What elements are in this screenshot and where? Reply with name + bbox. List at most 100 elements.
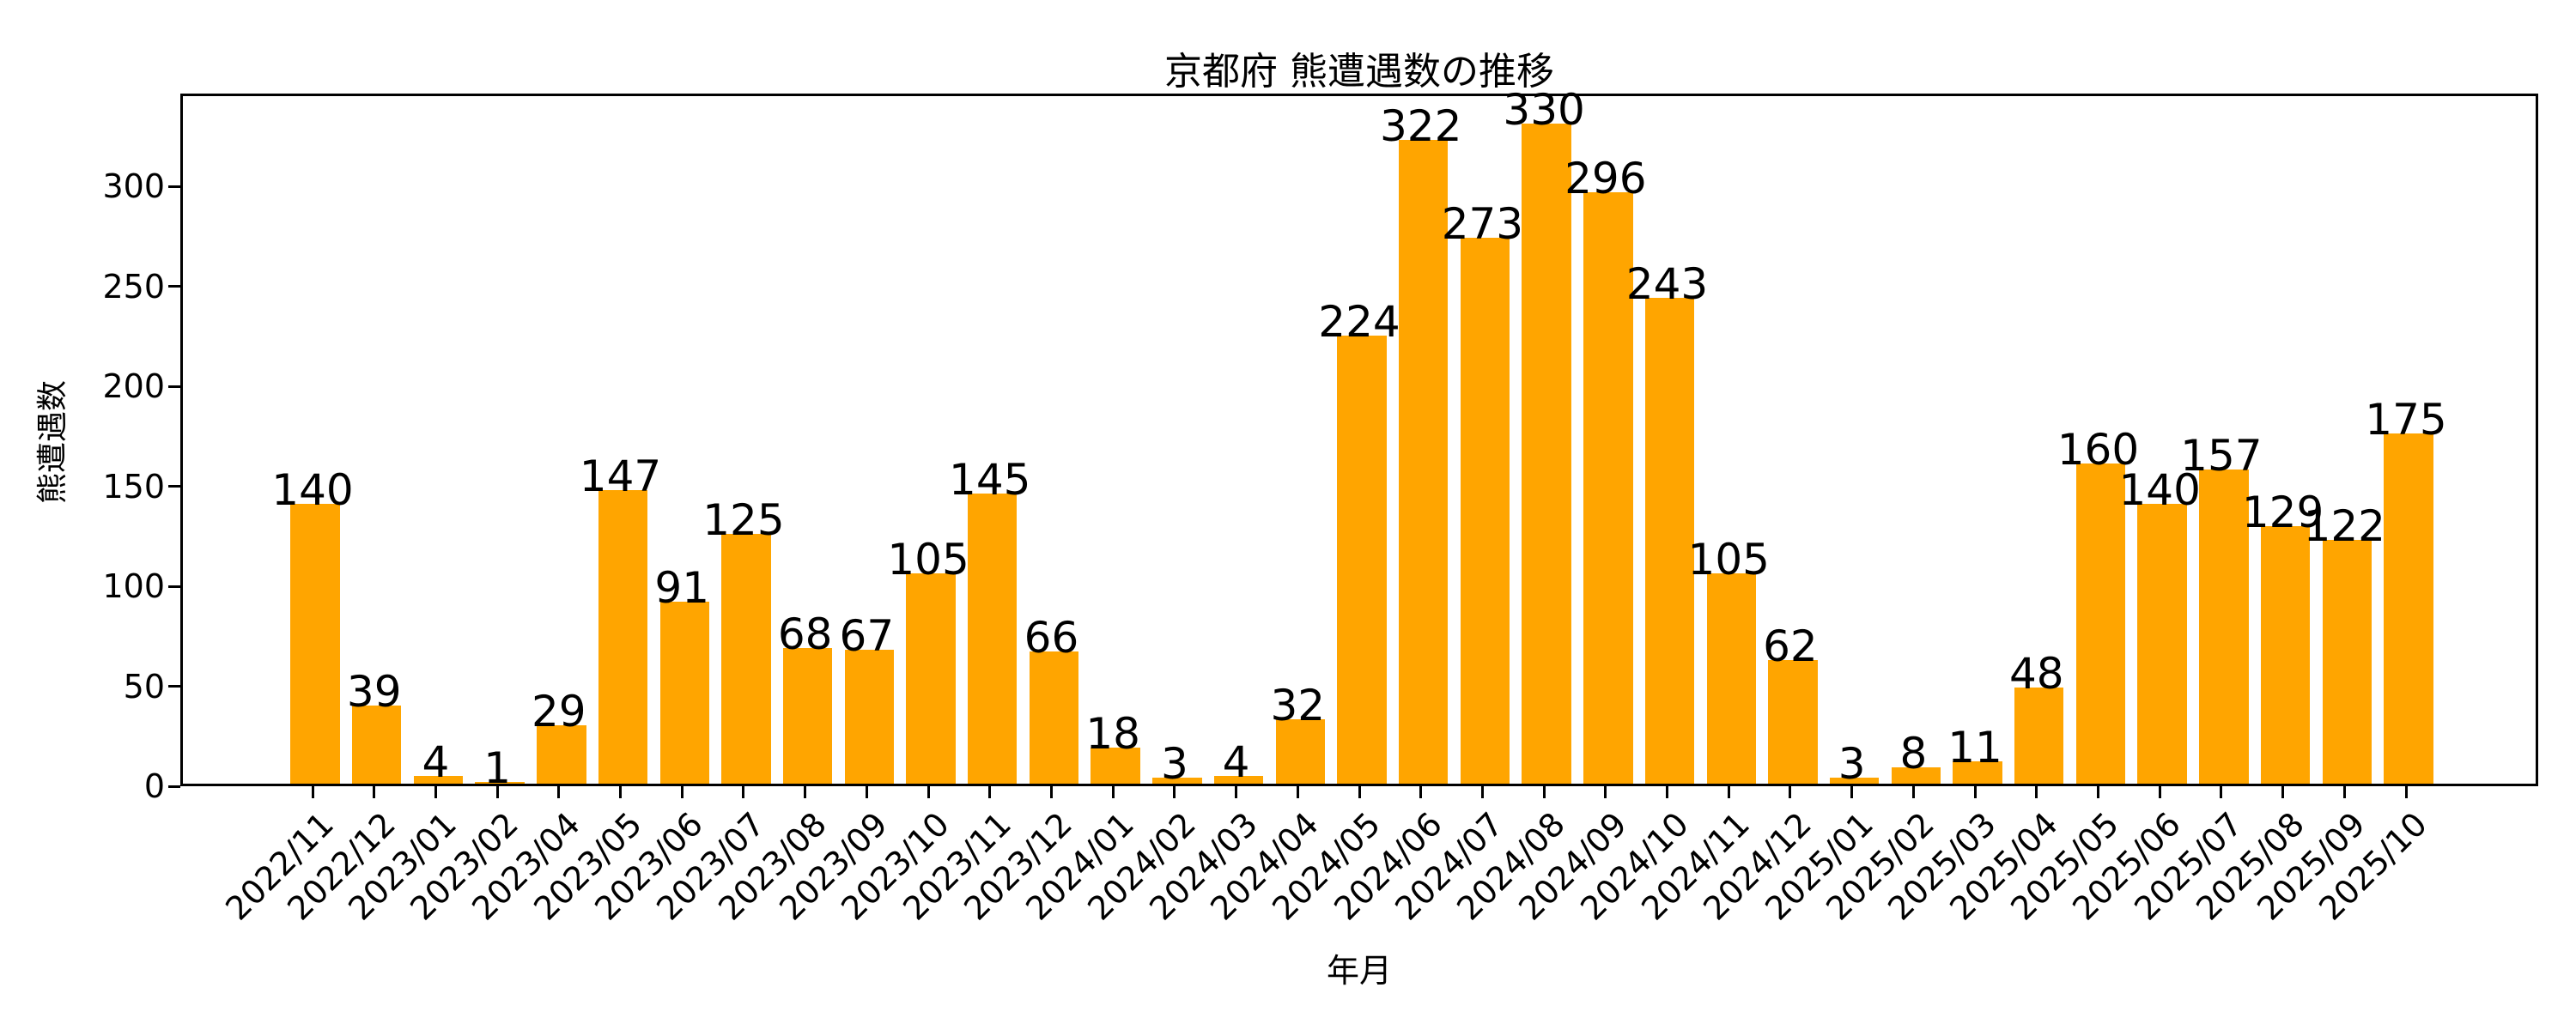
bar-value-label: 243 xyxy=(1625,259,1709,310)
bar xyxy=(352,706,402,784)
bar-value-label: 157 xyxy=(2180,431,2263,482)
bar xyxy=(1953,761,2002,784)
x-tick xyxy=(1973,786,1977,798)
x-tick xyxy=(1542,786,1546,798)
y-tick-label: 150 xyxy=(102,467,165,506)
bar xyxy=(1213,775,1264,784)
x-tick xyxy=(1911,786,1915,798)
y-tick xyxy=(168,585,180,588)
x-tick xyxy=(1604,786,1607,798)
bar xyxy=(1152,778,1202,784)
bar xyxy=(2199,470,2249,784)
y-axis-label: 熊遭遇数 xyxy=(35,379,70,505)
x-tick xyxy=(680,786,683,798)
bar xyxy=(1029,651,1079,784)
x-tick xyxy=(2035,786,2038,798)
bar xyxy=(659,602,709,784)
x-tick xyxy=(804,786,807,798)
bar-value-label: 296 xyxy=(1564,153,1647,203)
bar-value-label: 129 xyxy=(2241,487,2324,537)
bar-value-label: 8 xyxy=(1899,729,1928,779)
bar xyxy=(290,503,340,784)
bar-value-label: 68 xyxy=(777,609,833,659)
bar xyxy=(598,489,648,784)
x-axis-label: 年月 xyxy=(1326,952,1393,990)
x-tick xyxy=(2096,786,2099,798)
bar-value-label: 39 xyxy=(346,667,402,718)
x-tick xyxy=(1789,786,1792,798)
bar xyxy=(2137,503,2187,784)
x-tick xyxy=(2158,786,2161,798)
bar-value-label: 330 xyxy=(1503,85,1585,136)
bar xyxy=(2260,525,2311,784)
y-tick xyxy=(168,285,180,288)
bar xyxy=(2075,464,2126,784)
bar xyxy=(782,647,833,784)
bar-value-label: 145 xyxy=(949,455,1031,506)
bar xyxy=(1460,238,1510,784)
bar-value-label: 3 xyxy=(1160,739,1188,789)
bar xyxy=(413,775,464,784)
x-tick xyxy=(1049,786,1053,798)
x-tick xyxy=(1850,786,1854,798)
y-tick xyxy=(168,785,180,788)
bar xyxy=(721,533,771,784)
bar-value-label: 122 xyxy=(2303,500,2385,551)
bar-value-label: 18 xyxy=(1085,709,1140,760)
bar-value-label: 32 xyxy=(1270,681,1326,731)
bar-value-label: 105 xyxy=(887,535,969,585)
bar-value-label: 147 xyxy=(579,451,662,501)
x-tick xyxy=(742,786,745,798)
bar xyxy=(537,725,586,784)
bar-value-label: 125 xyxy=(702,494,785,545)
x-tick xyxy=(495,786,499,798)
bar xyxy=(1644,298,1695,784)
bar xyxy=(2014,688,2064,784)
bar xyxy=(2384,433,2433,784)
y-tick-label: 250 xyxy=(102,267,165,306)
bar-value-label: 66 xyxy=(1024,613,1079,663)
bar xyxy=(1891,767,1941,784)
bar-value-label: 48 xyxy=(2008,649,2064,700)
bar xyxy=(1399,140,1449,784)
x-tick xyxy=(373,786,376,798)
y-tick xyxy=(168,685,180,688)
x-tick xyxy=(1111,786,1115,798)
x-tick xyxy=(1235,786,1238,798)
bar xyxy=(1091,748,1140,784)
y-tick xyxy=(168,185,180,188)
bar-value-label: 4 xyxy=(1222,736,1250,787)
bar xyxy=(1275,719,1325,784)
x-tick xyxy=(311,786,314,798)
x-tick xyxy=(1419,786,1423,798)
bar xyxy=(906,573,956,784)
y-tick-label: 50 xyxy=(123,667,165,706)
bar-value-label: 224 xyxy=(1318,297,1400,348)
bar-value-label: 273 xyxy=(1441,199,1524,250)
bar xyxy=(1768,659,1818,784)
x-tick xyxy=(1296,786,1299,798)
x-tick xyxy=(434,786,437,798)
x-tick xyxy=(988,786,992,798)
bar-value-label: 140 xyxy=(271,464,354,515)
x-tick xyxy=(619,786,623,798)
bar xyxy=(2322,539,2372,784)
plot-area xyxy=(180,94,2538,786)
x-tick xyxy=(2281,786,2285,798)
bar xyxy=(1706,573,1756,784)
x-tick xyxy=(927,786,930,798)
bar xyxy=(475,781,525,784)
bar xyxy=(1337,336,1387,784)
y-tick-label: 300 xyxy=(102,167,165,206)
y-tick-label: 200 xyxy=(102,367,165,406)
x-tick xyxy=(2220,786,2223,798)
bar-value-label: 1 xyxy=(483,742,512,793)
x-tick xyxy=(1727,786,1730,798)
x-tick xyxy=(1666,786,1669,798)
bar-value-label: 3 xyxy=(1838,739,1866,789)
x-tick xyxy=(2404,786,2408,798)
y-tick xyxy=(168,485,180,488)
x-tick xyxy=(1480,786,1484,798)
bar xyxy=(968,494,1018,784)
chart-title: 京都府 熊遭遇数の推移 xyxy=(1164,50,1554,94)
